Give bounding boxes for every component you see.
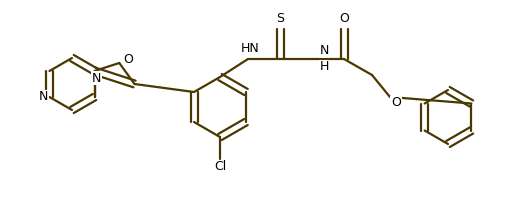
Text: O: O [339, 13, 349, 25]
Text: H: H [319, 60, 329, 74]
Text: S: S [276, 13, 284, 25]
Text: HN: HN [241, 42, 260, 56]
Text: O: O [391, 96, 401, 110]
Text: N: N [92, 71, 101, 85]
Text: N: N [319, 45, 329, 57]
Text: O: O [123, 53, 133, 67]
Text: N: N [39, 91, 48, 103]
Text: Cl: Cl [214, 160, 226, 173]
